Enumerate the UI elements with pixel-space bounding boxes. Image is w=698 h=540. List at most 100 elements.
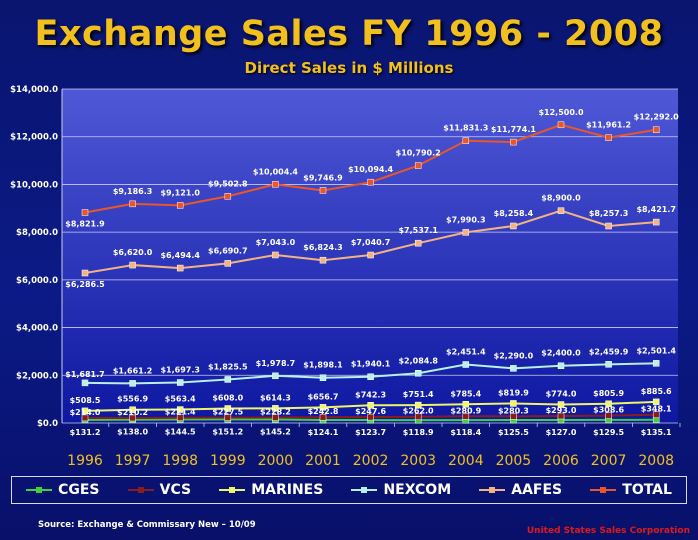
x-tick-label: 2000	[258, 453, 294, 469]
data-point	[367, 402, 374, 409]
legend-item-cges: CGES	[26, 482, 99, 498]
data-label: $805.9	[593, 389, 624, 398]
data-point	[272, 372, 279, 380]
data-label: $6,824.3	[303, 243, 342, 252]
legend-label: NEXCOM	[383, 482, 452, 498]
data-label: $124.1	[308, 428, 339, 437]
page-subtitle: Direct Sales in $ Millions	[244, 59, 454, 77]
y-tick-label: $10,000.0	[10, 180, 58, 190]
data-label: $6,286.5	[65, 280, 105, 289]
data-label: $656.7	[308, 392, 339, 401]
data-label: $129.5	[593, 428, 624, 437]
data-label: $2,501.4	[636, 346, 676, 355]
legend-item-aafes: AAFES	[479, 482, 562, 498]
data-label: $774.0	[546, 390, 577, 399]
data-point	[557, 362, 565, 369]
data-point	[224, 414, 232, 421]
data-point	[367, 178, 374, 186]
data-label: $885.6	[641, 387, 672, 396]
data-point	[319, 187, 327, 194]
data-point	[129, 414, 136, 422]
data-label: $9,746.9	[303, 173, 343, 182]
data-point	[176, 406, 184, 413]
x-tick-label: 1996	[67, 453, 103, 469]
data-label: $751.4	[403, 390, 434, 399]
data-label: $293.0	[546, 406, 577, 415]
data-label: $742.3	[355, 390, 386, 399]
data-label: $8,821.9	[65, 220, 105, 229]
x-tick-label: 1997	[115, 453, 151, 469]
data-label: $214.0	[70, 408, 101, 417]
data-label: $6,620.0	[113, 248, 153, 257]
data-label: $308.6	[593, 406, 624, 415]
company-note: United States Sales Corporation	[526, 526, 690, 536]
data-point	[367, 251, 374, 259]
data-label: $221.4	[165, 408, 196, 417]
legend-label: CGES	[58, 482, 100, 498]
data-label: $2,451.4	[446, 348, 486, 357]
data-label: $819.9	[498, 388, 529, 397]
legend: CGES VCS MARINES NEXCOM AAFES TOTAL	[11, 476, 687, 504]
legend-label: TOTAL	[622, 482, 672, 498]
data-point	[462, 229, 470, 236]
data-point	[652, 218, 660, 226]
data-label: $247.6	[355, 407, 386, 416]
data-point	[319, 404, 327, 411]
y-tick-label: $14,000.0	[10, 85, 58, 95]
data-point	[176, 202, 184, 209]
x-tick-label: 1999	[210, 453, 246, 469]
data-point	[605, 222, 612, 230]
data-point	[557, 401, 565, 408]
data-label: $7,537.1	[398, 226, 438, 235]
x-tick-label: 2005	[496, 453, 532, 469]
data-point	[129, 406, 136, 413]
data-label: $10,790.2	[396, 149, 441, 158]
data-point	[129, 261, 136, 269]
data-point	[319, 374, 327, 381]
data-point	[605, 134, 612, 141]
x-tick-label: 2006	[543, 453, 579, 469]
y-axis: $0.0 $2,000.0 $4,000.0 $6,000.0 $8,000.0 $10,…	[10, 85, 63, 429]
data-label: $563.4	[165, 395, 196, 404]
data-point	[652, 126, 660, 133]
data-point	[557, 207, 565, 214]
data-point	[652, 360, 660, 367]
data-point	[272, 181, 279, 188]
data-point	[176, 379, 184, 386]
data-label: $2,084.8	[398, 356, 438, 365]
data-point	[652, 411, 660, 418]
data-point	[272, 251, 279, 259]
data-label: $242.8	[308, 407, 339, 416]
data-point	[129, 200, 136, 208]
data-point	[224, 405, 232, 412]
data-point	[510, 365, 517, 372]
page-title: Exchange Sales FY 1996 - 2008	[34, 14, 664, 54]
data-label: $508.5	[70, 396, 101, 405]
legend-item-vcs: VCS	[127, 482, 191, 498]
data-label: $785.4	[450, 389, 481, 398]
data-point	[367, 373, 374, 380]
data-point	[462, 401, 470, 408]
series-lines	[81, 121, 660, 424]
data-label: $1,940.1	[351, 360, 391, 369]
legend-swatch	[26, 487, 53, 493]
data-point	[414, 401, 422, 409]
data-label: $118.9	[403, 428, 434, 437]
data-label: $210.2	[117, 408, 148, 417]
y-tick-label: $12,000.0	[10, 133, 58, 143]
data-point	[510, 138, 517, 146]
data-point	[367, 413, 374, 421]
y-tick-label: $6,000.0	[16, 276, 58, 286]
y-tick-label: $4,000.0	[16, 324, 58, 334]
data-label: $614.3	[260, 393, 291, 402]
legend-swatch	[219, 487, 246, 493]
data-point	[510, 413, 517, 420]
data-point	[81, 209, 89, 216]
data-label: $262.0	[403, 407, 434, 416]
data-label: $1,697.3	[160, 366, 199, 375]
data-label: $280.3	[498, 406, 529, 415]
data-label: $138.0	[117, 428, 148, 437]
data-label: $556.9	[117, 395, 148, 404]
data-label: $1,681.7	[65, 370, 104, 379]
